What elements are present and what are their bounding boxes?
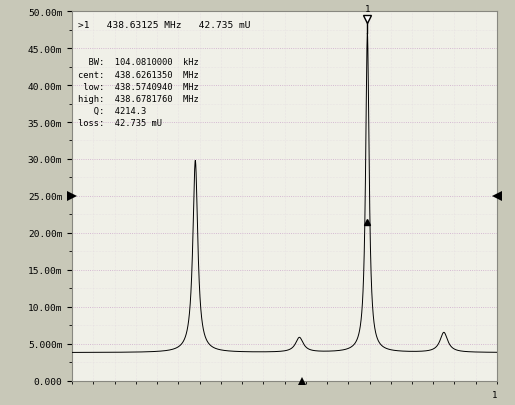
Text: 1: 1 — [365, 4, 370, 14]
Text: BW:  104.0810000  kHz
cent:  438.6261350  MHz
 low:  438.5740940  MHz
high:  438: BW: 104.0810000 kHz cent: 438.6261350 MH… — [78, 58, 199, 128]
Text: >1   438.63125 MHz   42.735 mU: >1 438.63125 MHz 42.735 mU — [78, 21, 251, 30]
Text: 1: 1 — [492, 390, 497, 399]
